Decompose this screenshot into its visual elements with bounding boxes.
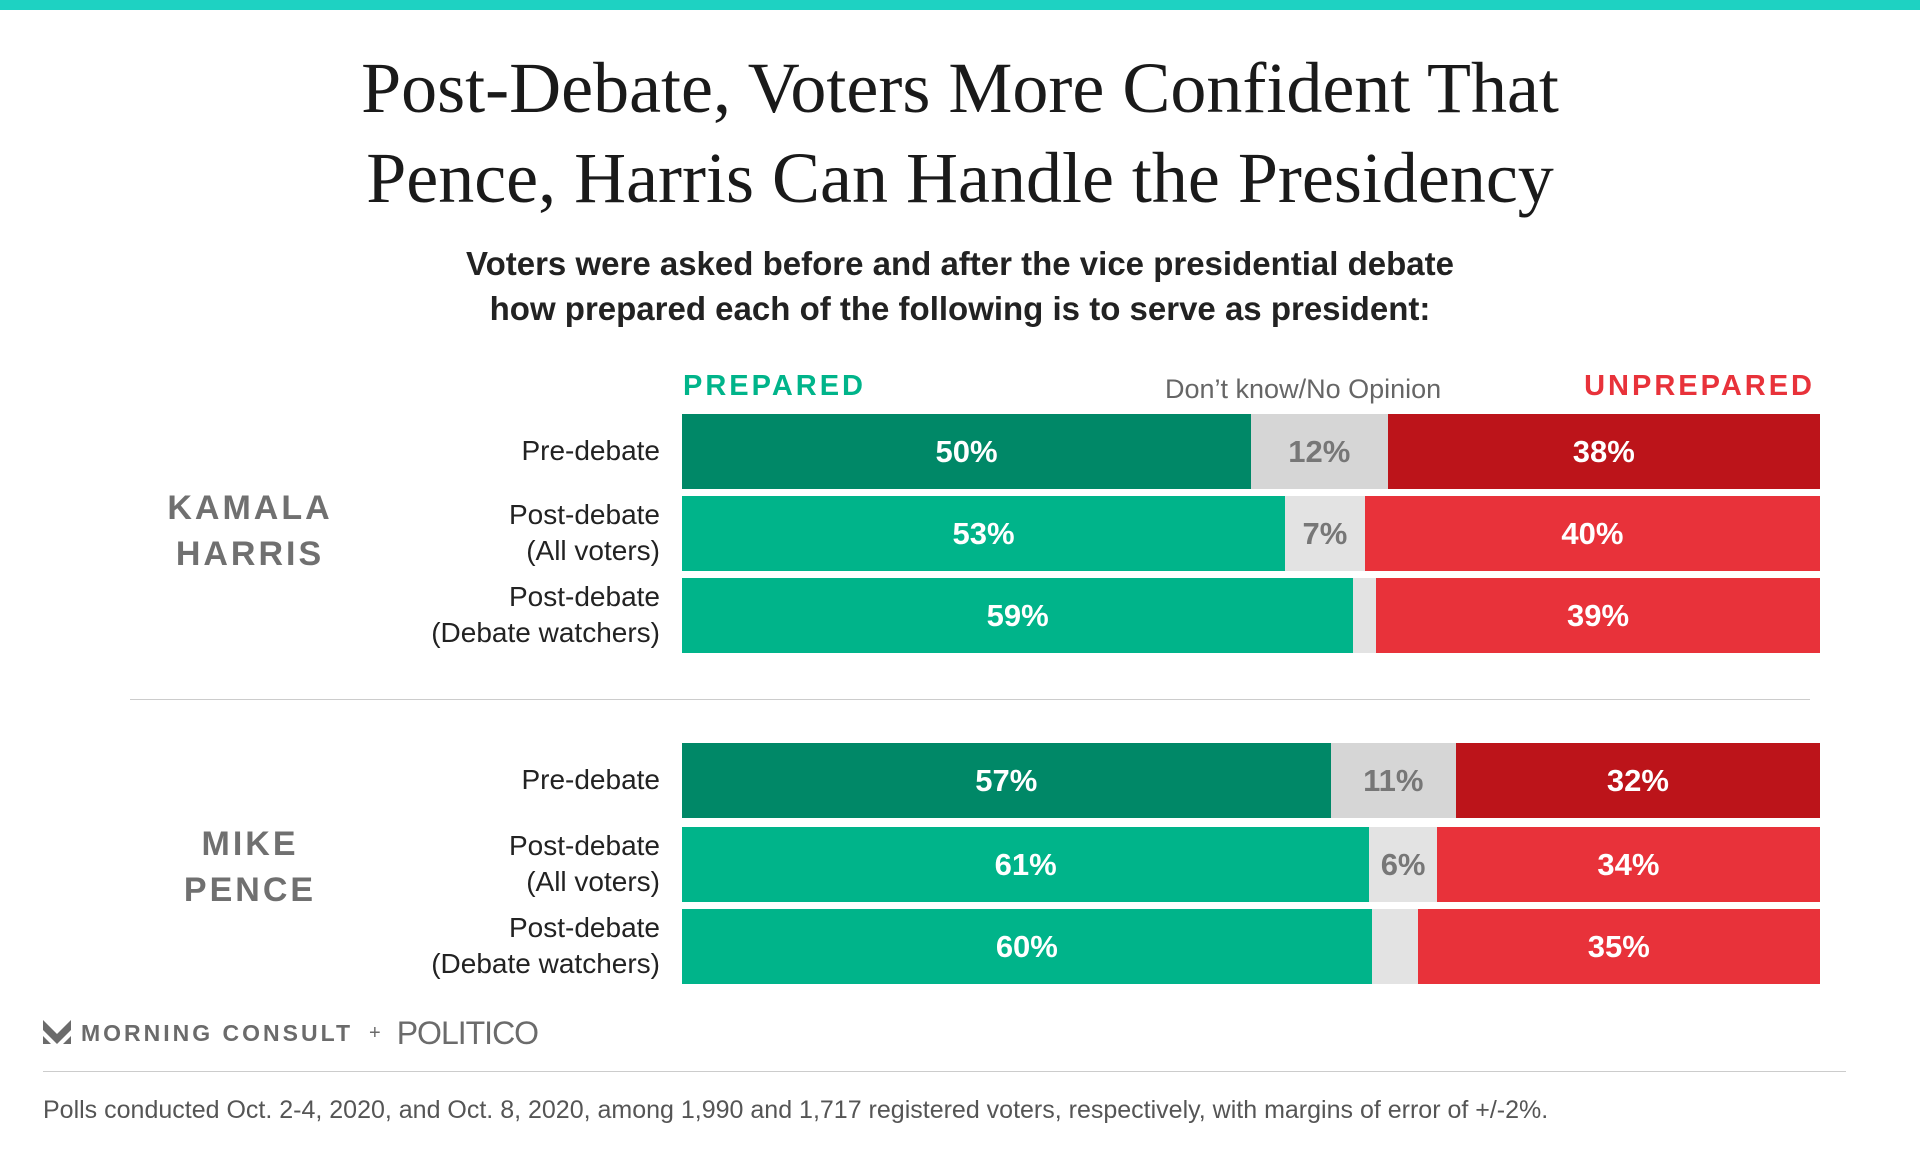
footer-note: Polls conducted Oct. 2-4, 2020, and Oct.… [43,1096,1549,1124]
chart-title-line-1: Post-Debate, Voters More Confident That [361,48,1559,128]
chart-subtitle-line-1: Voters were asked before and after the v… [466,245,1454,282]
bar-segment-prepared: 60% [682,909,1372,984]
data-label-prepared: 61% [994,846,1057,882]
row-label-line: Post-debate [509,912,660,943]
legend-prepared: PREPARED [683,370,866,402]
row-label-line: Post-debate [509,499,660,530]
bar-segment-unknown: 6% [1369,827,1437,902]
bar-segment-prepared: 59% [682,578,1354,653]
morning-consult-logo-icon [43,1020,71,1044]
chart-title-line-2: Pence, Harris Can Handle the Presidency [366,138,1554,218]
bar-segment-unknown [1353,578,1377,653]
data-label-prepared: 59% [986,597,1049,633]
legend-dont-know: Don’t know/No Opinion [1165,374,1442,404]
bar-segment-prepared: 61% [682,827,1370,902]
bar-segment-unprepared: 32% [1455,743,1820,818]
bar-segment-unprepared: 39% [1376,578,1820,653]
data-label-unprepared: 39% [1567,597,1630,633]
bar-row: 60% 35% [682,909,1820,984]
bar-segment-unprepared: 38% [1387,414,1820,489]
politico-wordmark: POLITICO [396,1014,539,1051]
group-label: MIKE PENCE [120,821,380,913]
data-label-unprepared: 34% [1597,846,1660,882]
row-label-line: Post-debate [509,581,660,612]
data-label-unknown: 12% [1288,433,1351,469]
row-label: Post-debate (Debate watchers) [431,579,660,651]
bar-segment-unprepared: 40% [1364,496,1820,571]
bar-segment-unprepared: 35% [1417,909,1820,984]
bar-segment-prepared: 57% [682,743,1331,818]
data-label-unprepared: 38% [1572,433,1635,469]
bar-segment-prepared: 53% [682,496,1286,571]
row-label-line: (All voters) [526,866,660,897]
data-label-unknown: 6% [1380,846,1426,882]
row-label: Pre-debate [521,762,660,798]
data-label-unknown: 7% [1302,515,1348,551]
group-label-line: PENCE [183,871,317,909]
data-label-prepared: 50% [935,433,998,469]
row-label-line: (All voters) [526,535,660,566]
morning-consult-politico-logo: MORNING CONSULT + POLITICO [43,1015,539,1051]
group-label-line: HARRIS [175,535,325,573]
row-label-line: (Debate watchers) [431,617,660,648]
logo-plus: + [369,1021,381,1044]
group-label-line: MIKE [201,825,299,863]
bar-segment-unknown: 7% [1285,496,1365,571]
data-label-prepared: 53% [952,515,1015,551]
data-label-unprepared: 35% [1587,928,1650,964]
legend-unprepared: UNPREPARED [1584,370,1815,402]
row-label-line: Pre-debate [521,764,660,795]
data-label-prepared: 60% [995,928,1058,964]
group-label-line: KAMALA [167,489,333,527]
chart-subtitle-line-2: how prepared each of the following is to… [489,290,1431,327]
morning-consult-wordmark: MORNING CONSULT [81,1019,354,1046]
row-label: Pre-debate [521,433,660,469]
group-divider [130,699,1810,700]
bar-row: 53% 7% 40% [682,496,1820,571]
footer-divider [43,1071,1846,1072]
row-label: Post-debate (All voters) [509,828,660,900]
bar-row: 50% 12% 38% [682,414,1820,489]
bar-segment-unknown [1371,909,1418,984]
row-label-line: (Debate watchers) [431,948,660,979]
row-label: Post-debate (All voters) [509,497,660,569]
group-label: KAMALA HARRIS [120,485,380,577]
data-label-prepared: 57% [975,762,1038,798]
top-accent-bar [0,0,1920,10]
data-label-unknown: 11% [1363,762,1424,798]
bar-segment-prepared: 50% [682,414,1251,489]
bar-row: 57% 11% 32% [682,743,1820,818]
bar-segment-unprepared: 34% [1436,827,1820,902]
bar-row: 59% 39% [682,578,1820,653]
row-label: Post-debate (Debate watchers) [431,910,660,982]
bar-segment-unknown: 12% [1251,414,1388,489]
row-label-line: Post-debate [509,830,660,861]
bar-segment-unknown: 11% [1330,743,1456,818]
data-label-unprepared: 32% [1606,762,1669,798]
data-label-unprepared: 40% [1561,515,1624,551]
row-label-line: Pre-debate [521,435,660,466]
bar-row: 61% 6% 34% [682,827,1820,902]
